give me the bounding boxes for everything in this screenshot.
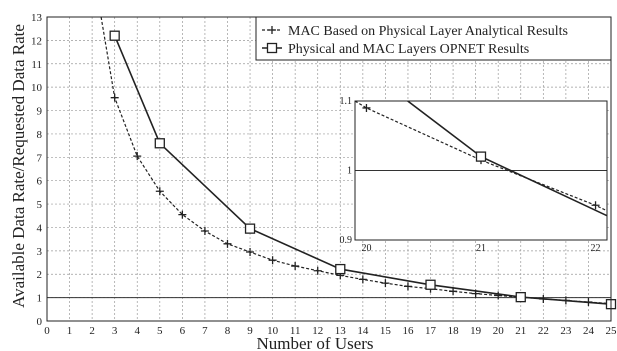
main-point-analytical [200, 226, 209, 235]
x-tick-label: 20 [493, 325, 505, 337]
legend-label-analytical: MAC Based on Physical Layer Analytical R… [288, 24, 568, 39]
legend-marker-plus [268, 26, 276, 34]
main-point-opnet [515, 291, 526, 303]
main-point-opnet [244, 223, 256, 234]
x-tick-label: 14 [357, 325, 369, 337]
inset-y-tick-label: 1.1 [340, 96, 353, 107]
x-tick-label: 15 [380, 325, 392, 337]
x-tick-label: 2 [89, 325, 95, 337]
legend: MAC Based on Physical Layer Analytical R… [255, 16, 612, 61]
x-tick-label: 7 [202, 325, 208, 337]
y-tick-label: 1 [37, 293, 43, 305]
tick-labels: 0 1 2 3 4 5 6 7 8 9 10 11 12 13 14 15 16 17 18 19 20 21 22 23 24… [31, 12, 617, 337]
inset-frame [354, 100, 608, 241]
x-tick-label: 19 [470, 325, 482, 337]
inset-x-tick-label: 22 [591, 243, 601, 254]
y-axis-title: Available Data Rate/Requested Data Rate [9, 24, 28, 308]
y-tick-label: 9 [37, 106, 43, 118]
x-tick-label: 18 [448, 325, 460, 337]
y-tick-label: 8 [37, 129, 43, 141]
main-point-analytical [313, 266, 322, 275]
x-tick-label: 17 [425, 325, 437, 337]
main-point-opnet [335, 263, 346, 275]
x-tick-label: 10 [267, 325, 279, 337]
x-tick-label: 5 [157, 325, 163, 337]
legend-marker-square [266, 42, 278, 54]
main-point-analytical [178, 210, 187, 219]
inset-y-tick-label: 1 [347, 166, 352, 177]
x-tick-label: 24 [583, 325, 595, 337]
x-tick-label: 11 [290, 325, 301, 337]
y-tick-label: 4 [37, 222, 43, 234]
x-axis-title: Number of Users [256, 334, 373, 351]
x-tick-label: 13 [335, 325, 347, 337]
main-point-analytical [223, 239, 232, 248]
inset-point-opnet [475, 151, 487, 162]
inset-series-line-analytical [355, 101, 607, 212]
inset-x-tick-label: 20 [361, 243, 371, 254]
main-series [100, 17, 617, 310]
main-point-opnet [154, 138, 165, 149]
y-tick-label: 12 [31, 35, 42, 47]
y-tick-label: 6 [37, 176, 43, 188]
inset-y-tick-label: 0.9 [340, 235, 353, 246]
x-tick-label: 0 [44, 325, 50, 337]
y-tick-label: 3 [37, 246, 43, 258]
x-tick-label: 9 [247, 325, 253, 337]
x-tick-label: 25 [606, 325, 617, 337]
main-point-analytical [268, 256, 277, 265]
y-tick-label: 10 [31, 82, 43, 94]
y-tick-label: 0 [37, 316, 43, 328]
main-point-analytical [358, 275, 367, 284]
main-point-opnet [425, 279, 436, 290]
main-point-analytical [110, 93, 119, 102]
main-point-analytical [133, 152, 142, 161]
inset-x-tick-label: 21 [476, 243, 486, 254]
y-tick-label: 5 [37, 199, 43, 211]
x-tick-label: 16 [402, 325, 414, 337]
main-point-opnet [109, 30, 120, 41]
x-tick-label: 22 [538, 325, 549, 337]
legend-label-opnet: Physical and MAC Layers OPNET Results [288, 42, 529, 57]
y-tick-label: 2 [37, 269, 43, 281]
main-point-analytical [381, 279, 390, 288]
x-tick-label: 1 [67, 325, 73, 337]
main-point-analytical [291, 262, 300, 271]
main-point-analytical [155, 187, 164, 196]
x-tick-label: 3 [112, 325, 118, 337]
main-point-analytical [403, 282, 412, 291]
x-tick-label: 21 [515, 325, 526, 337]
inset-zoom: 20 21 22 0.9 1 1.1 [340, 96, 608, 254]
main-point-analytical [494, 291, 503, 300]
x-tick-label: 12 [312, 325, 323, 337]
inset-point-analytical [591, 201, 600, 210]
x-tick-label: 4 [134, 325, 140, 337]
legend-box [255, 16, 612, 61]
inset-tick-labels: 20 21 22 0.9 1 1.1 [340, 96, 601, 254]
inset-point-analytical [362, 103, 371, 112]
main-point-analytical [246, 248, 255, 257]
y-tick-label: 13 [31, 12, 43, 24]
x-tick-label: 6 [180, 325, 186, 337]
y-tick-label: 7 [37, 152, 43, 164]
x-tick-label: 8 [225, 325, 231, 337]
x-tick-label: 23 [560, 325, 572, 337]
y-tick-label: 11 [31, 59, 42, 71]
inset-series [355, 101, 607, 217]
